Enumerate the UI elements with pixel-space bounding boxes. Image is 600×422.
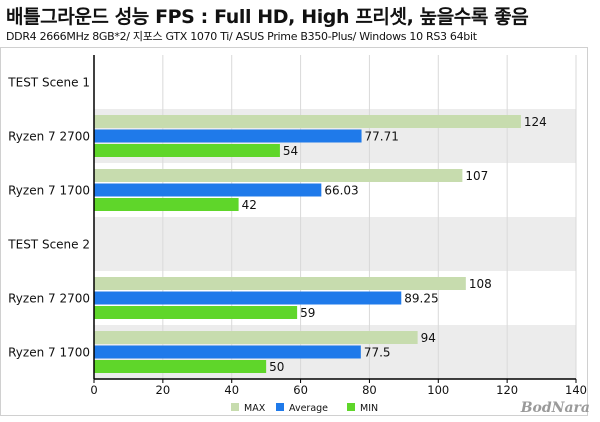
bar-min bbox=[94, 306, 298, 319]
chart-title: 배틀그라운드 성능 FPS : Full HD, High 프리셋, 높을수록 … bbox=[6, 6, 529, 28]
legend-label-max: MAX bbox=[244, 403, 266, 414]
x-tick-label: 140 bbox=[565, 383, 587, 397]
row-band bbox=[94, 217, 576, 271]
category-label: Ryzen 7 2700 bbox=[8, 130, 90, 144]
x-tick-label: 20 bbox=[156, 383, 171, 397]
bar-max bbox=[94, 169, 463, 182]
legend-swatch-max bbox=[231, 403, 239, 411]
data-label-max: 94 bbox=[421, 331, 436, 345]
data-label-min: 42 bbox=[242, 198, 257, 212]
data-label-max: 108 bbox=[469, 277, 492, 291]
bar-min bbox=[94, 360, 267, 373]
legend-label-average: Average bbox=[289, 403, 328, 414]
legend-label-min: MIN bbox=[360, 403, 378, 414]
x-tick-label: 120 bbox=[496, 383, 518, 397]
bar-max bbox=[94, 277, 466, 290]
x-tick-label: 0 bbox=[90, 383, 97, 397]
x-tick-label: 80 bbox=[362, 383, 377, 397]
bar-average bbox=[94, 291, 402, 305]
data-label-average: 89.25 bbox=[404, 292, 438, 306]
legend-swatch-min bbox=[347, 403, 355, 411]
bar-max bbox=[94, 331, 418, 344]
data-label-min: 59 bbox=[300, 306, 315, 320]
data-label-average: 66.03 bbox=[324, 184, 358, 198]
chart-subtitle: DDR4 2666MHz 8GB*2/ 지포스 GTX 1070 Ti/ ASU… bbox=[6, 30, 477, 43]
data-label-min: 50 bbox=[269, 360, 284, 374]
x-tick-label: 60 bbox=[293, 383, 308, 397]
x-tick-label: 100 bbox=[427, 383, 449, 397]
data-label-average: 77.5 bbox=[364, 346, 391, 360]
x-tick-label: 40 bbox=[224, 383, 239, 397]
data-label-max: 107 bbox=[465, 169, 488, 183]
bar-max bbox=[94, 115, 521, 128]
bar-average bbox=[94, 345, 361, 359]
bar-average bbox=[94, 183, 322, 197]
category-label: TEST Scene 2 bbox=[7, 238, 90, 252]
bar-min bbox=[94, 144, 280, 157]
category-label: Ryzen 7 2700 bbox=[8, 292, 90, 306]
bar-average bbox=[94, 129, 362, 143]
data-label-max: 124 bbox=[524, 115, 547, 129]
category-label: Ryzen 7 1700 bbox=[8, 346, 90, 360]
watermark-logo: BodNara bbox=[520, 400, 590, 416]
data-label-min: 54 bbox=[283, 144, 298, 158]
category-label: Ryzen 7 1700 bbox=[8, 184, 90, 198]
chart-border bbox=[0, 47, 588, 416]
legend-swatch-average bbox=[276, 403, 284, 411]
data-label-average: 77.71 bbox=[365, 130, 399, 144]
category-label: TEST Scene 1 bbox=[7, 76, 90, 90]
bar-min bbox=[94, 198, 239, 211]
